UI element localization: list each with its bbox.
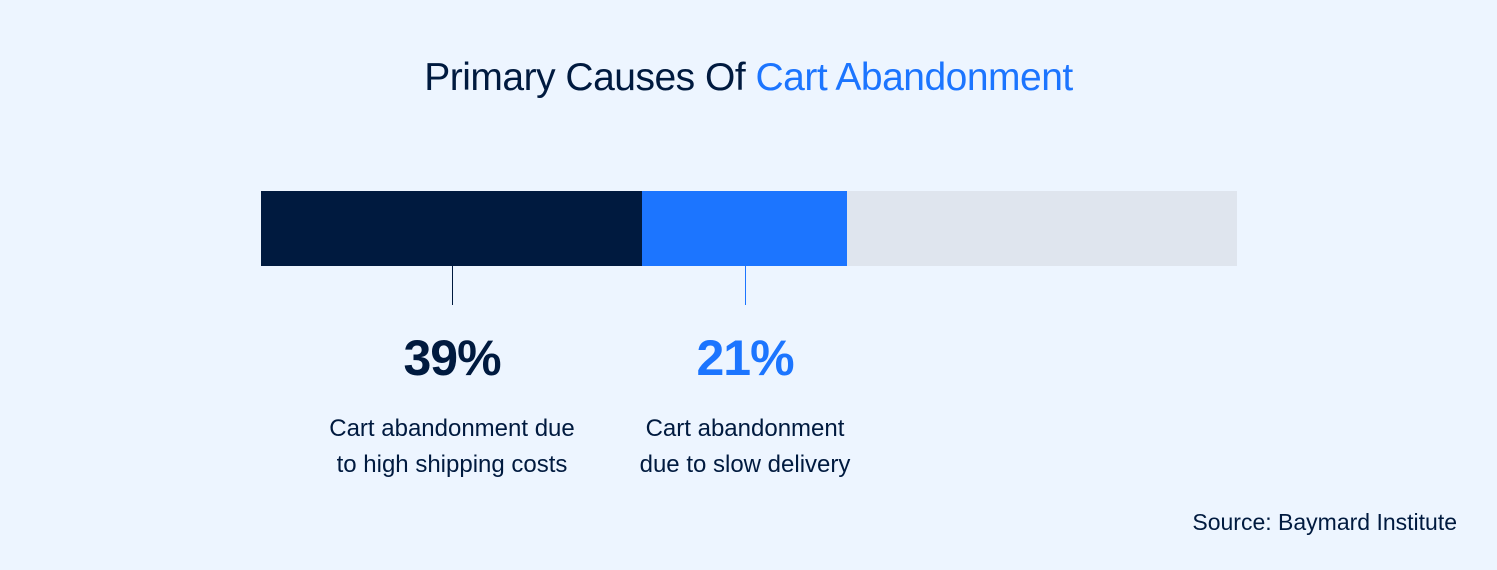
bar-segment-1 xyxy=(261,191,642,266)
callout-1: 39% Cart abandonment due to high shipping … xyxy=(292,333,612,483)
callout-description: Cart abandonment due to slow delivery xyxy=(585,411,905,483)
callout-description-line1: Cart abandonment due xyxy=(329,415,575,442)
callout-value-label: 39% xyxy=(403,330,501,386)
callout-description: Cart abandonment due to high shipping cos… xyxy=(292,411,612,483)
chart-title-prefix: Primary Causes Of xyxy=(424,56,746,99)
stacked-bar xyxy=(261,191,1237,266)
bar-segment-2 xyxy=(642,191,847,266)
chart-title: Primary Causes Of Cart Abandonment xyxy=(0,56,1497,100)
callout-description-line2: to high shipping costs xyxy=(336,451,568,478)
callout-connector-2 xyxy=(745,266,746,305)
callout-2: 21% Cart abandonment due to slow delivery xyxy=(585,333,905,483)
chart-title-highlight: Cart Abandonment xyxy=(755,56,1074,99)
source-note: Source: Baymard Institute xyxy=(1192,509,1457,535)
callout-connector-1 xyxy=(452,266,453,305)
callout-description-line2: due to slow delivery xyxy=(639,451,851,478)
callout-description-line1: Cart abandonment xyxy=(645,415,845,442)
callout-value-label: 21% xyxy=(696,330,794,386)
